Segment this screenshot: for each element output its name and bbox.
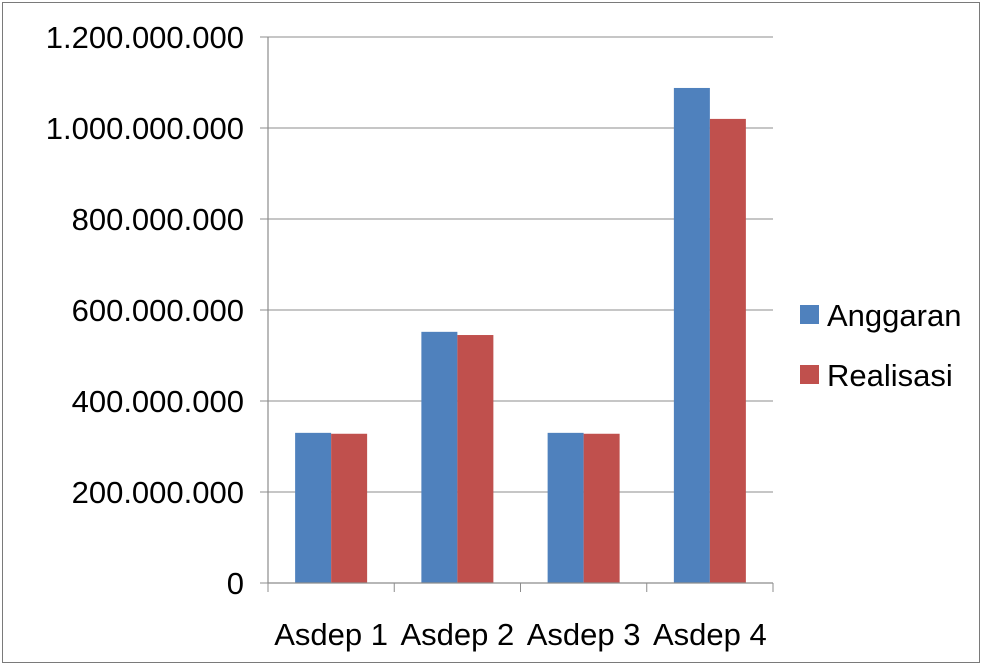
bar-anggaran-2 xyxy=(421,331,458,583)
bar-realisasi-2 xyxy=(457,335,494,583)
x-category-label: Asdep 4 xyxy=(653,617,767,652)
legend-swatch-anggaran xyxy=(800,305,819,324)
legend-swatch-realisasi xyxy=(800,365,819,384)
legend-label-anggaran: Anggaran xyxy=(827,298,961,333)
axes xyxy=(260,36,774,592)
y-tick-label: 800.000.000 xyxy=(72,202,244,237)
y-tick-label: 200.000.000 xyxy=(72,475,244,510)
y-tick-label: 1.200.000.000 xyxy=(46,20,244,55)
bar-anggaran-3 xyxy=(547,432,584,583)
x-category-label: Asdep 3 xyxy=(527,617,641,652)
y-tick-label: 600.000.000 xyxy=(72,293,244,328)
bar-realisasi-4 xyxy=(709,118,746,584)
bar-anggaran-4 xyxy=(673,87,710,584)
bar-realisasi-1 xyxy=(331,433,368,583)
bars xyxy=(295,87,746,584)
bar-anggaran-1 xyxy=(295,432,332,583)
x-category-labels: Asdep 1 Asdep 2 Asdep 3 Asdep 4 xyxy=(274,617,767,652)
x-category-label: Asdep 1 xyxy=(274,617,388,652)
y-tick-labels: 0 200.000.000 400.000.000 600.000.000 800.00… xyxy=(46,20,244,601)
y-tick-label: 400.000.000 xyxy=(72,384,244,419)
y-tick-label: 1.000.000.000 xyxy=(46,111,244,146)
x-category-label: Asdep 2 xyxy=(400,617,514,652)
legend: Anggaran Realisasi xyxy=(800,298,961,393)
y-tick-label: 0 xyxy=(227,566,244,601)
legend-label-realisasi: Realisasi xyxy=(827,358,953,393)
bar-realisasi-3 xyxy=(583,433,620,583)
